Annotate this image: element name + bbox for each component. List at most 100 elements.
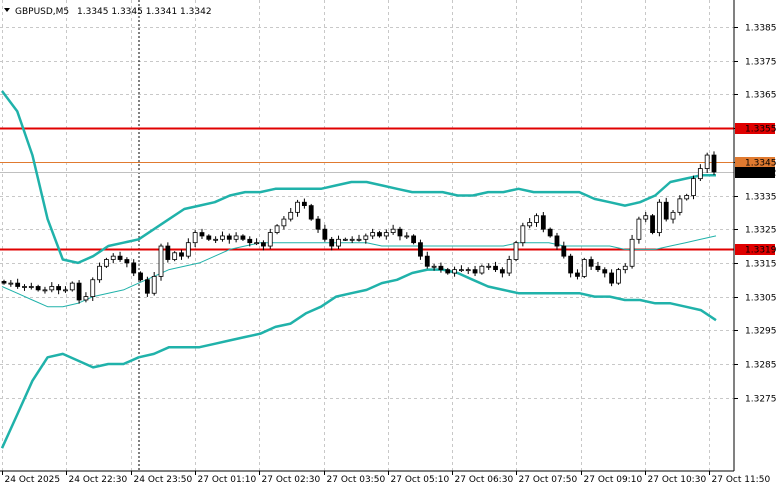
candle-body-bear xyxy=(711,154,717,173)
candle xyxy=(452,266,457,277)
candle-body-bull xyxy=(342,238,348,241)
candle xyxy=(83,292,89,303)
candle xyxy=(192,230,198,248)
candle-body-bear xyxy=(445,269,451,274)
candle xyxy=(554,232,560,250)
candle-body-bear xyxy=(240,235,246,240)
level-tag-bg xyxy=(735,244,775,255)
candle xyxy=(349,236,355,244)
candle-body-bull xyxy=(254,242,259,245)
candle xyxy=(172,251,178,262)
candle xyxy=(42,286,48,294)
candle xyxy=(568,253,574,278)
time-tick-label: 27 Oct 10:30 xyxy=(648,475,707,485)
candle xyxy=(151,271,157,296)
candle xyxy=(691,175,696,200)
candle-body-bear xyxy=(609,272,614,284)
candle-body-bear xyxy=(165,245,171,260)
candle-body-bear xyxy=(199,232,205,237)
candle-body-bull xyxy=(527,222,533,227)
level-tag-label: 1.3355 xyxy=(745,125,777,135)
candle-body-bull xyxy=(213,238,219,241)
time-tick-label: 27 Oct 05:10 xyxy=(391,475,450,485)
candle xyxy=(206,234,212,241)
triangle-down-icon[interactable] xyxy=(4,8,10,12)
candle xyxy=(397,226,403,241)
candle-body-bull xyxy=(697,168,703,180)
candle-body-bear xyxy=(554,235,560,247)
horizontal-levels[interactable] xyxy=(0,127,734,251)
symbol-label: GBPUSD,M5 xyxy=(15,7,69,17)
candle-body-bull xyxy=(336,238,341,247)
bollinger-upper xyxy=(1,90,716,265)
candle-body-bear xyxy=(1,281,7,284)
candle-body-bull xyxy=(349,238,355,241)
candle xyxy=(711,151,717,175)
candle xyxy=(28,282,34,290)
candle xyxy=(165,242,171,263)
candle-body-bull xyxy=(267,232,273,247)
candle xyxy=(117,251,123,262)
candle-body-bull xyxy=(8,282,14,285)
candle-body-bear xyxy=(315,218,321,230)
candle-body-bull xyxy=(110,255,116,260)
candle-body-bull xyxy=(233,235,239,240)
candle-body-bull xyxy=(459,269,464,272)
candle-body-bull xyxy=(192,232,198,244)
candle-body-bear xyxy=(588,259,594,267)
bollinger-lower xyxy=(0,268,717,449)
candle-body-bull xyxy=(288,211,294,220)
candle xyxy=(656,199,662,237)
candle xyxy=(520,222,526,247)
candle xyxy=(179,249,184,260)
candle-body-bull xyxy=(97,265,102,281)
candle-body-bear xyxy=(575,272,580,277)
price-tick-label: 1.3285 xyxy=(745,361,777,371)
time-tick-label: 27 Oct 11:50 xyxy=(712,475,771,485)
candle-body-bull xyxy=(104,259,109,267)
candle-body-bear xyxy=(547,228,553,237)
candle-body-bear xyxy=(206,235,212,240)
candle-body-bear xyxy=(322,228,328,240)
candle-body-bull xyxy=(479,265,485,274)
candle-body-bull xyxy=(636,218,642,240)
candle xyxy=(110,253,116,264)
candle xyxy=(295,199,300,217)
candle-body-bull xyxy=(390,228,396,233)
candle xyxy=(124,257,130,268)
candle xyxy=(363,233,369,244)
candle xyxy=(281,216,287,230)
candle-body-bull xyxy=(684,195,690,200)
candle-body-bear xyxy=(499,269,505,274)
candle-body-bear xyxy=(247,238,253,244)
candle-body-bull xyxy=(506,259,512,274)
candle-body-bull xyxy=(656,201,662,233)
candle xyxy=(581,257,587,279)
level-tag-bg xyxy=(735,157,775,168)
candle-body-bear xyxy=(301,201,307,207)
candle xyxy=(540,212,546,233)
candle xyxy=(609,269,614,287)
candle-body-bear xyxy=(438,265,444,271)
candle xyxy=(465,267,471,275)
candle xyxy=(486,263,492,270)
level-tag-bg xyxy=(735,123,775,134)
candle-body-bull xyxy=(520,225,526,244)
candle-body-bull xyxy=(513,242,519,260)
candle-body-bull xyxy=(295,201,300,213)
candle xyxy=(663,197,669,222)
candle-body-bull xyxy=(452,269,457,274)
candle-body-bull xyxy=(643,215,649,220)
price-tick-label: 1.3295 xyxy=(745,327,777,337)
candle-body-bull xyxy=(670,211,676,220)
candle-body-bear xyxy=(261,242,266,247)
candle xyxy=(63,286,68,293)
candle xyxy=(622,263,628,274)
candle-body-bull xyxy=(185,242,191,257)
candle xyxy=(329,236,335,251)
candle xyxy=(15,278,21,289)
candle-body-bull xyxy=(83,296,89,301)
candle-body-bull xyxy=(220,235,225,240)
